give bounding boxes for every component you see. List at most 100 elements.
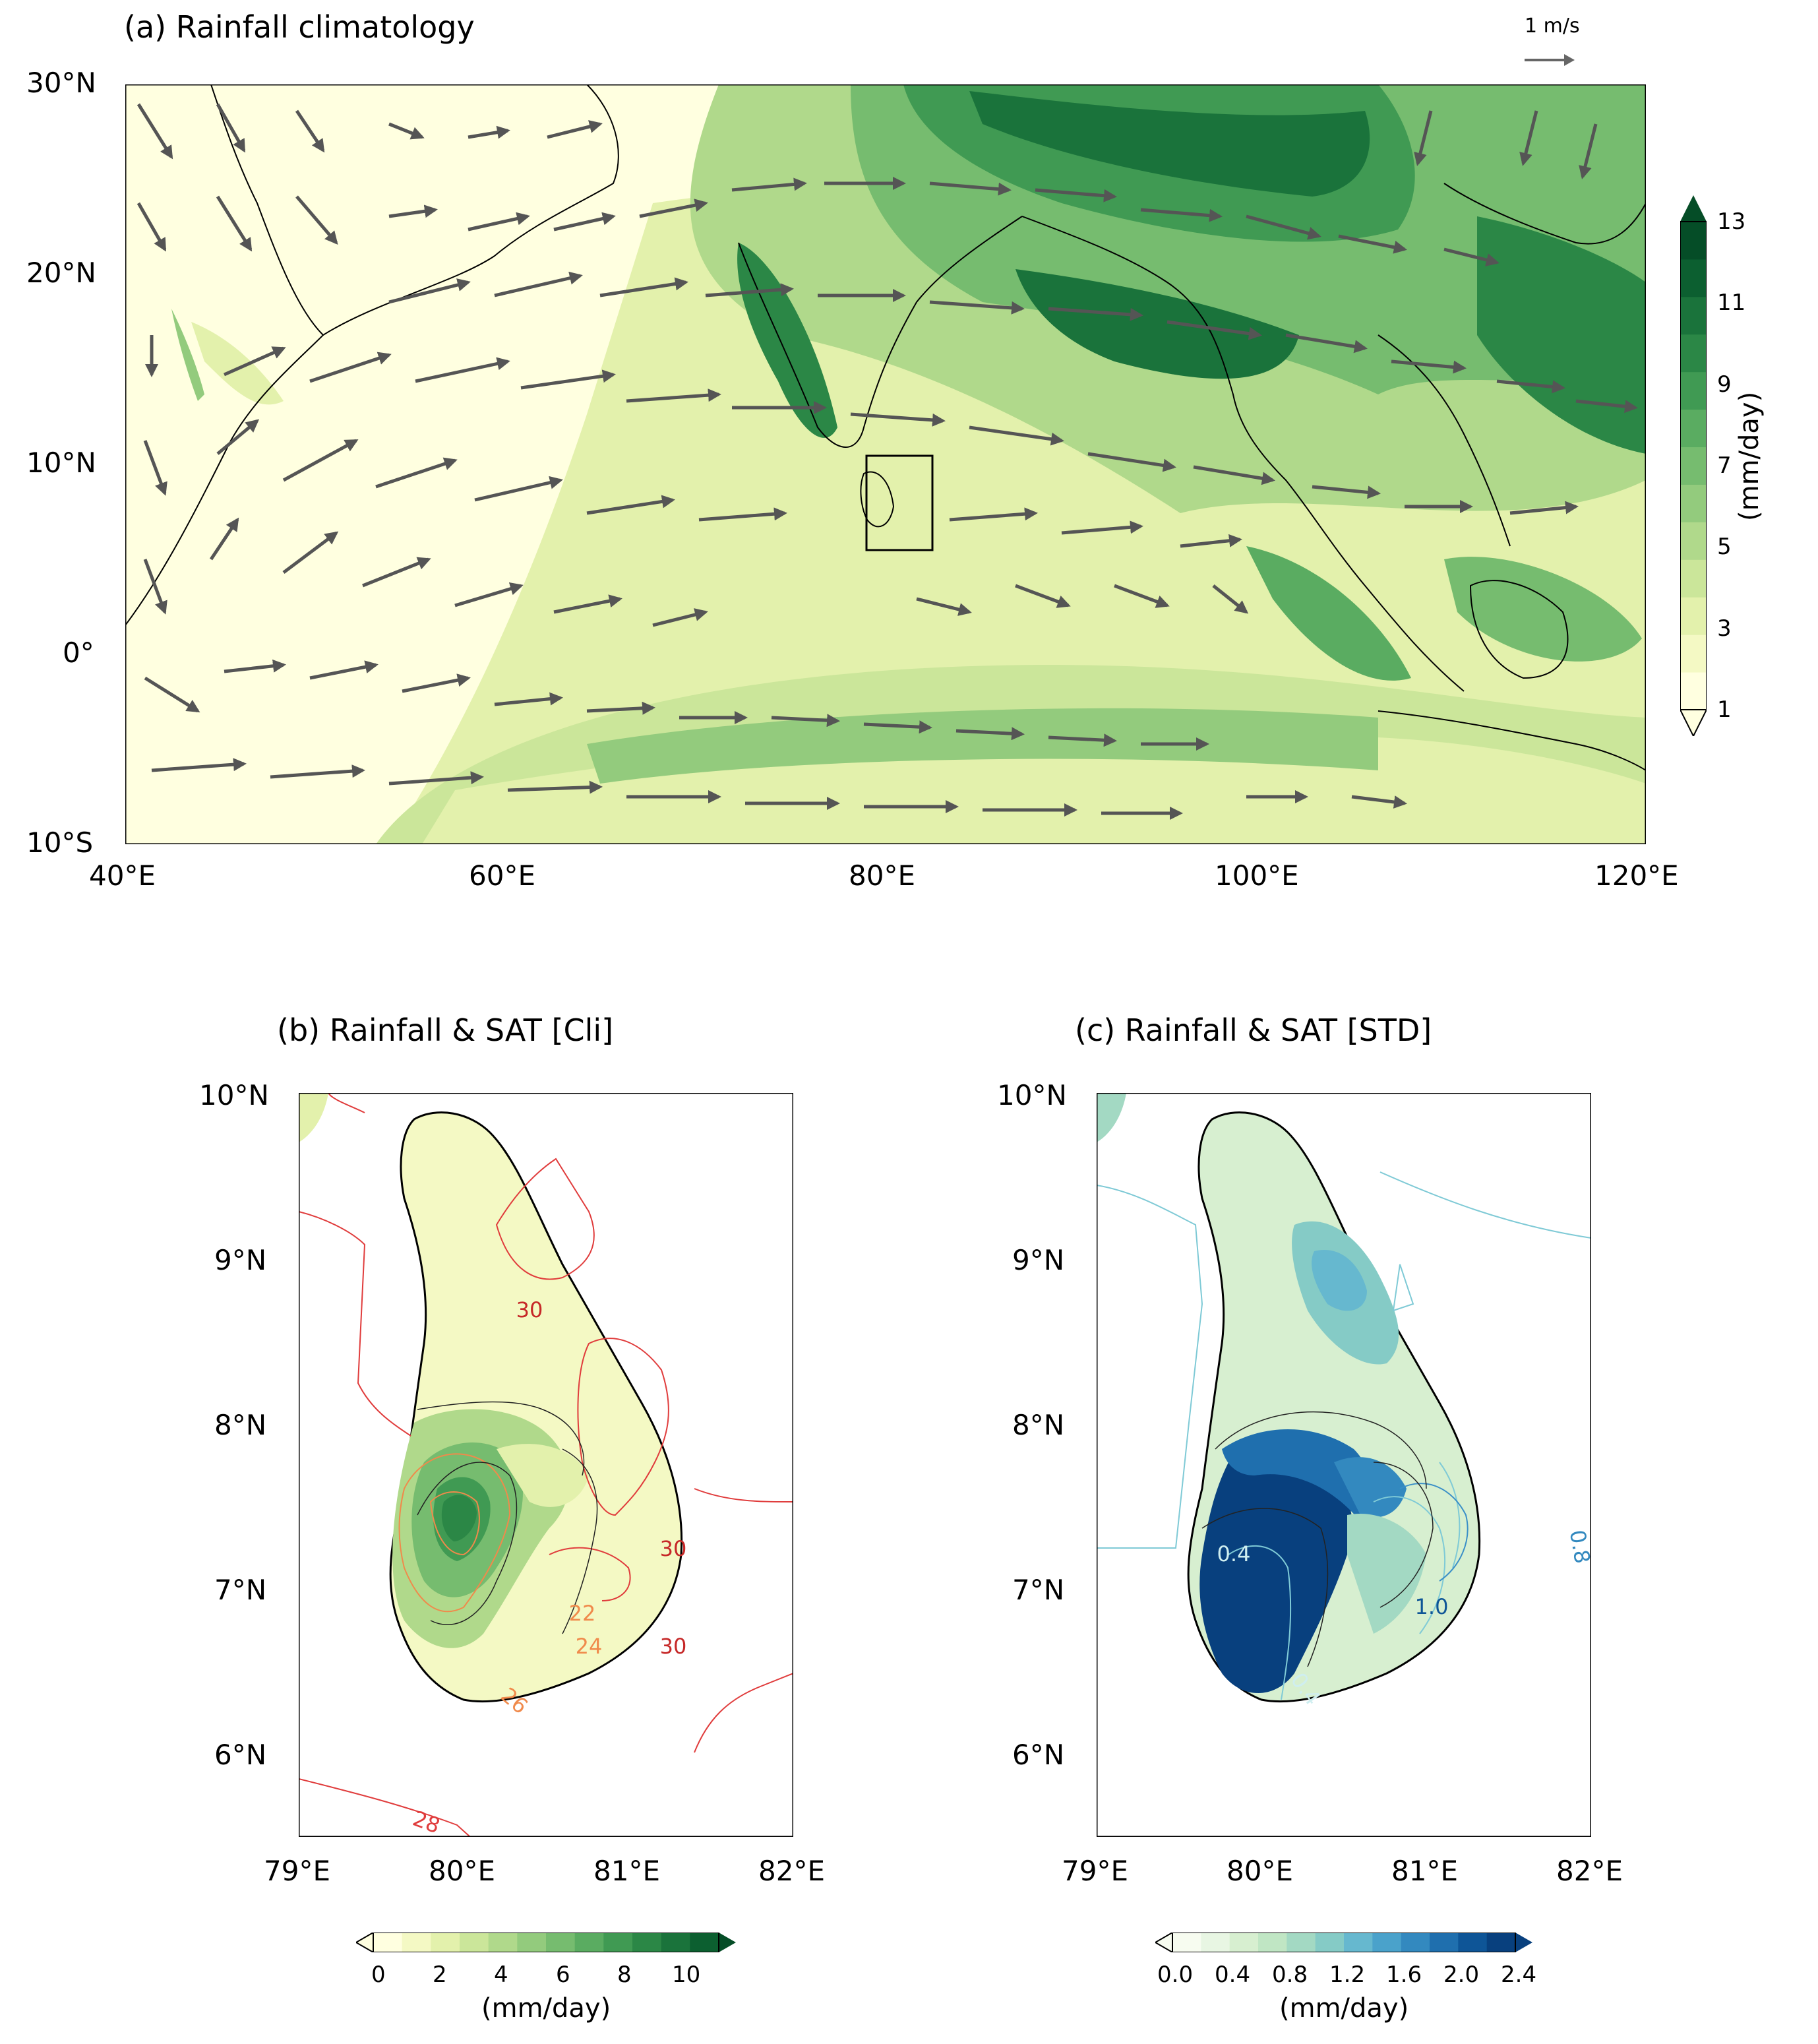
colorbar-segment (690, 1933, 719, 1952)
colorbar-segment (517, 1933, 547, 1952)
colorbar-segment (1680, 635, 1707, 673)
panel-b-lon-tick: 81°E (593, 1855, 660, 1887)
panel-b-lon-tick: 79°E (264, 1855, 330, 1887)
panel-c-lat-tick: 6°N (1012, 1739, 1065, 1771)
colorbar-segment (1372, 1933, 1402, 1952)
panel-c-colorbar (1155, 1933, 1532, 1952)
colorbar-segment (1680, 296, 1707, 335)
panel-a-lon-tick: 120°E (1594, 859, 1679, 892)
std-contour-label: 0.4 (1217, 1541, 1251, 1566)
panel-a-cb-tick: 7 (1717, 452, 1732, 479)
sat-contour-label: 30 (660, 1536, 687, 1561)
panel-b-cb-tick: 6 (556, 1962, 570, 1988)
panel-a-lat-tick: 0° (63, 636, 94, 669)
sat-contour-label: 22 (569, 1601, 596, 1626)
wind-reference-label: 1 m/s (1525, 15, 1580, 38)
panel-a-cb-label: (mm/day) (1734, 391, 1765, 521)
colorbar-segment (1201, 1933, 1230, 1952)
colorbar-segment (1680, 409, 1707, 448)
colorbar-segment (1680, 484, 1707, 522)
colorbar-segment (1344, 1933, 1373, 1952)
colorbar-segment (1430, 1933, 1459, 1952)
sat-contour-label: 30 (660, 1634, 687, 1659)
panel-c-cb-tick: 1.2 (1329, 1962, 1366, 1988)
sat-contour-label: 24 (576, 1634, 603, 1659)
panel-a-lon-tick: 40°E (89, 859, 156, 892)
colorbar-segment (1229, 1933, 1259, 1952)
sri-lanka-std-map: 0.4 0.4 1.0 0.8 (1097, 1093, 1591, 1837)
panel-a-lat-tick: 30°N (26, 67, 96, 99)
colorbar-segment (1680, 222, 1707, 260)
colorbar-segment (632, 1933, 662, 1952)
colorbar-segment (1680, 597, 1707, 635)
wind-reference-arrow-icon (1525, 54, 1575, 66)
panel-a-cb-tick: 1 (1717, 697, 1732, 723)
panel-b-cb-tick: 10 (672, 1962, 701, 1988)
panel-c-lat-tick: 9°N (1012, 1244, 1065, 1276)
panel-a-cb-tick: 13 (1717, 208, 1746, 235)
colorbar-segment (402, 1933, 431, 1952)
colorbar-segment (1401, 1933, 1430, 1952)
colorbar-segment (603, 1933, 633, 1952)
panel-c-cb-label: (mm/day) (1279, 1993, 1409, 2024)
panel-a-cb-tick: 3 (1717, 615, 1732, 642)
panel-c-cb-tick: 0.8 (1272, 1962, 1308, 1988)
colorbar-segment (1680, 371, 1707, 410)
colorbar-segment (1680, 522, 1707, 560)
colorbar-segment (574, 1933, 604, 1952)
colorbar-segment (1258, 1933, 1287, 1952)
colorbar-segment (460, 1933, 489, 1952)
panel-b-cb-tick: 2 (433, 1962, 447, 1988)
panel-a-lon-tick: 80°E (849, 859, 915, 892)
panel-b-colorbar (356, 1933, 736, 1952)
std-contour-label: 1.0 (1415, 1594, 1449, 1619)
panel-b-cb-label: (mm/day) (481, 1993, 611, 2024)
colorbar-segment (546, 1933, 576, 1952)
colorbar-segment (1486, 1933, 1516, 1952)
panel-b-lat-tick: 10°N (199, 1079, 269, 1111)
panel-b-lon-tick: 82°E (758, 1855, 825, 1887)
panel-c-lat-tick: 8°N (1012, 1409, 1065, 1441)
panel-a-lon-tick: 60°E (469, 859, 535, 892)
sat-contour-label: 30 (516, 1297, 543, 1322)
sri-lanka-rainfall-sat-map: 30 30 30 28 26 24 22 (299, 1093, 793, 1837)
colorbar-segment (1458, 1933, 1488, 1952)
panel-b-lat-tick: 9°N (214, 1244, 267, 1276)
panel-c-cb-tick: 2.4 (1501, 1962, 1537, 1988)
panel-c-lon-tick: 81°E (1391, 1855, 1458, 1887)
panel-c-cb-tick: 0.0 (1157, 1962, 1194, 1988)
panel-a-colorbar (1680, 195, 1707, 736)
panel-a-title: (a) Rainfall climatology (124, 9, 475, 45)
colorbar-segment (1287, 1933, 1316, 1952)
colorbar-segment (488, 1933, 518, 1952)
panel-c-lat-tick: 10°N (997, 1079, 1067, 1111)
panel-c-cb-tick: 0.4 (1215, 1962, 1251, 1988)
panel-b-lat-tick: 6°N (214, 1739, 267, 1771)
panel-c-lat-tick: 7°N (1012, 1574, 1065, 1606)
panel-a-lat-tick: 10°S (26, 826, 94, 859)
panel-b-cb-tick: 0 (371, 1962, 386, 1988)
colorbar-segment (1172, 1933, 1201, 1952)
colorbar-segment (431, 1933, 460, 1952)
colorbar-segment (1680, 672, 1707, 710)
panel-a-lon-tick: 100°E (1215, 859, 1299, 892)
panel-a-cb-tick: 5 (1717, 534, 1732, 560)
colorbar-segment (1315, 1933, 1345, 1952)
panel-c-lon-tick: 82°E (1556, 1855, 1623, 1887)
colorbar-segment (373, 1933, 403, 1952)
rainfall-wind-map (125, 84, 1646, 844)
wind-vectors (136, 103, 1638, 820)
panel-c-cb-tick: 2.0 (1443, 1962, 1480, 1988)
panel-b-cb-tick: 8 (617, 1962, 632, 1988)
colorbar-segment (1680, 259, 1707, 297)
panel-a-cb-tick: 9 (1717, 371, 1732, 398)
panel-c-lon-tick: 79°E (1062, 1855, 1128, 1887)
panel-c-lon-tick: 80°E (1227, 1855, 1293, 1887)
panel-c-cb-tick: 1.6 (1386, 1962, 1422, 1988)
panel-b-lat-tick: 7°N (214, 1574, 267, 1606)
colorbar-segment (1680, 447, 1707, 485)
panel-a-cb-tick: 11 (1717, 290, 1746, 316)
colorbar-segment (1680, 334, 1707, 373)
colorbar-segment (1680, 559, 1707, 598)
colorbar-segment (661, 1933, 690, 1952)
